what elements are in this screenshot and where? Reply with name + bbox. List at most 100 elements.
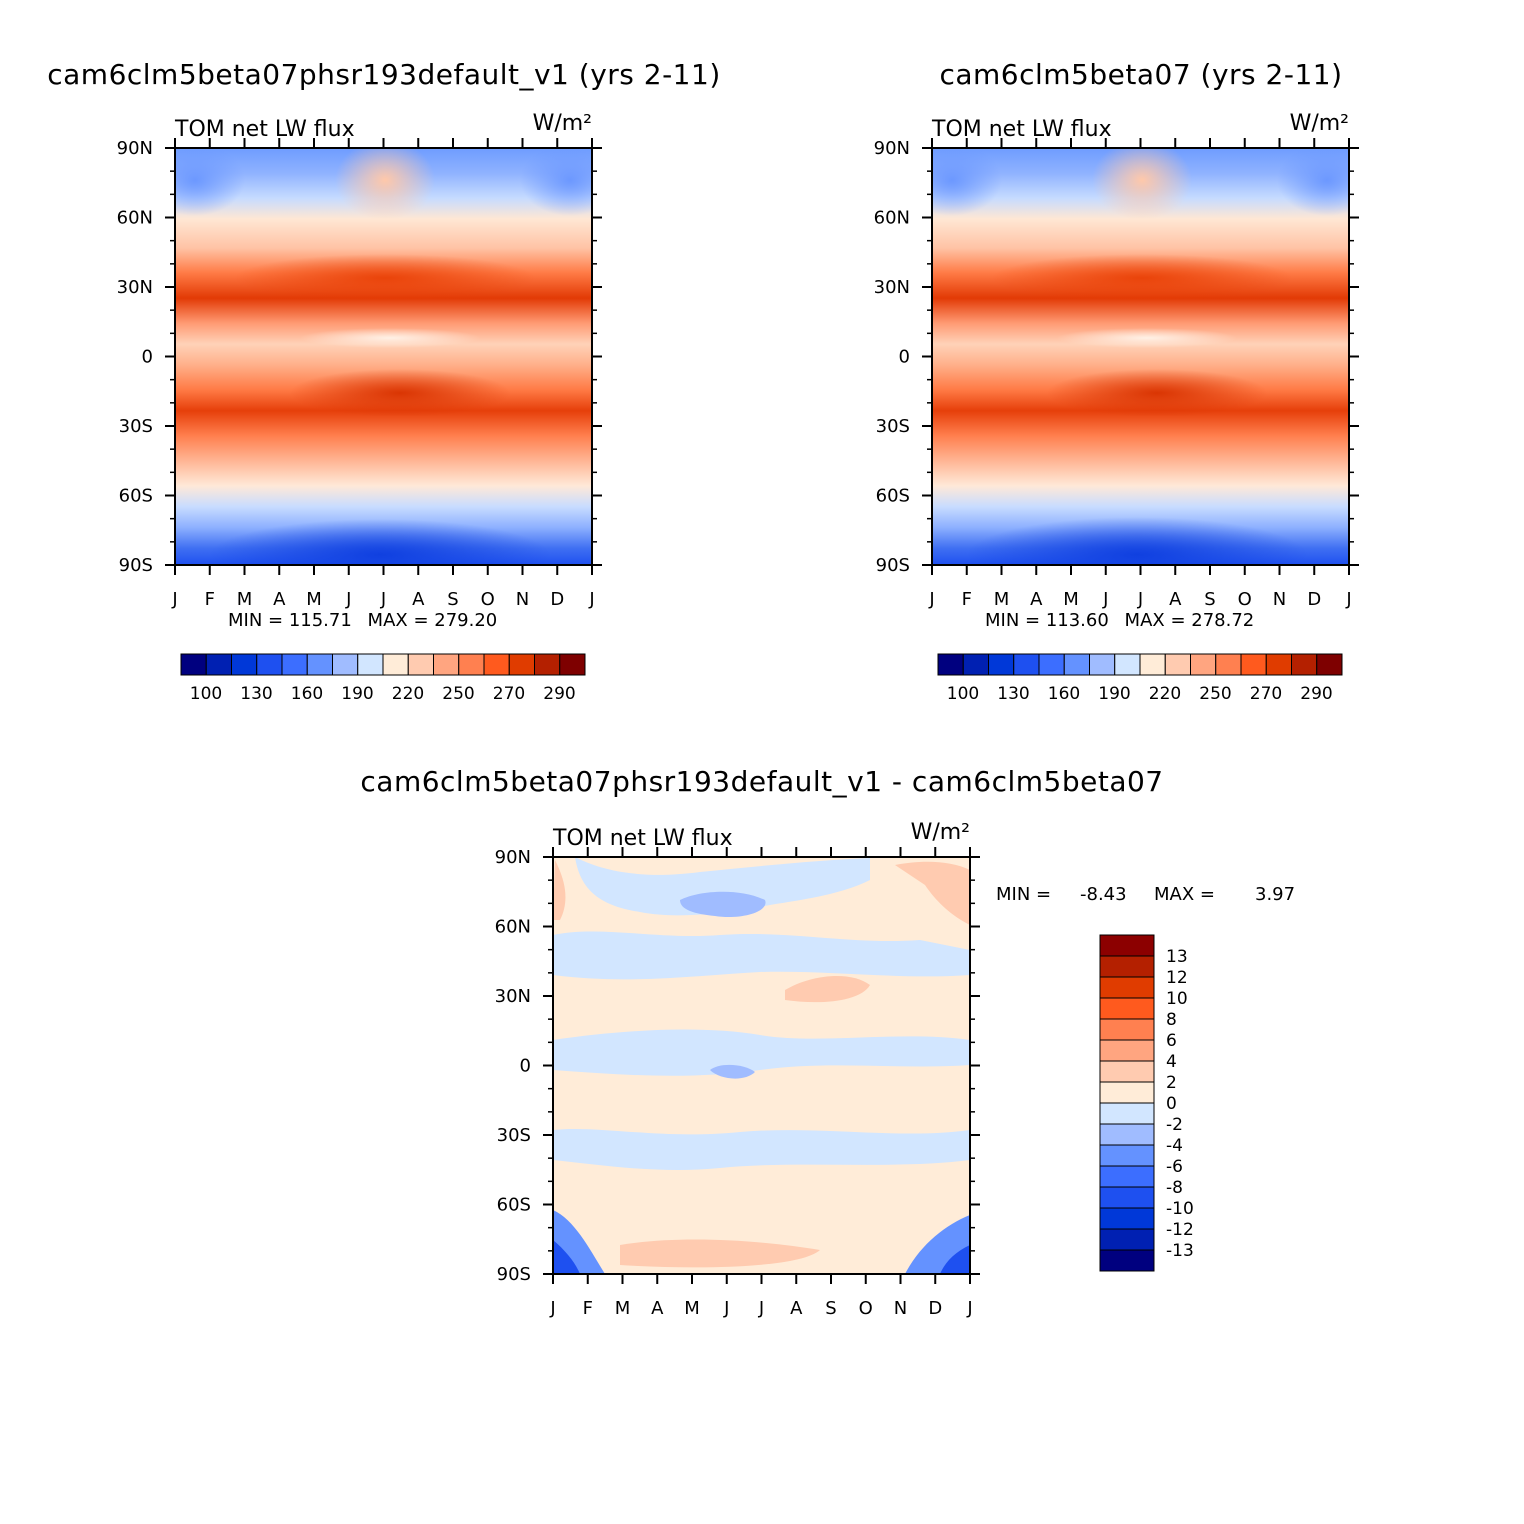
x-tick-label: D [928, 1298, 942, 1319]
colorbar-label: 12 [1166, 968, 1188, 988]
x-tick-label: J [1102, 589, 1108, 610]
x-tick-label: J [171, 589, 177, 610]
panel3-neg-patch [940, 1245, 970, 1274]
x-tick-label: J [1345, 589, 1351, 610]
colorbar-label: 250 [1199, 684, 1231, 704]
panel2-blue-nh-dec [1277, 148, 1349, 216]
colorbar-swatch [1063, 653, 1090, 676]
panel1-blue-nh-jan [175, 148, 245, 216]
y-tick-label: 60N [874, 208, 910, 229]
y-tick-label: 30S [876, 416, 910, 437]
colorbar-swatch [1038, 653, 1065, 676]
y-tick-label: 0 [899, 347, 910, 368]
colorbar-label: 130 [240, 684, 272, 704]
colorbar-label: 10 [1166, 989, 1188, 1009]
x-tick-label: J [380, 589, 386, 610]
panel1-plot: TOM net LW flux W/m² 90N 60N 30N 0 30S 60S 90S… [117, 111, 602, 704]
colorbar-label: 190 [341, 684, 373, 704]
x-tick-label: S [447, 589, 458, 610]
colorbar-swatch [256, 653, 283, 676]
colorbar-swatch [1099, 1123, 1155, 1146]
colorbar-swatch [1099, 934, 1155, 957]
y-tick-label: 0 [142, 347, 153, 368]
y-tick-label: 30N [117, 277, 153, 298]
panel2-min: MIN = 113.60 [985, 610, 1109, 631]
panel3-variable-label: TOM net LW flux [552, 826, 733, 851]
colorbar-swatch [357, 653, 384, 676]
colorbar-label: -2 [1166, 1115, 1183, 1135]
panel2-max: MAX = 278.72 [1125, 610, 1255, 631]
y-tick-label: 60N [495, 917, 531, 938]
panel3-neg-patch [680, 891, 766, 918]
colorbar-swatch [332, 653, 359, 676]
panel1-min: MIN = 115.71 [228, 610, 352, 631]
colorbar-label: 130 [997, 684, 1029, 704]
colorbar-swatch [1114, 653, 1141, 676]
colorbar-label: -12 [1166, 1220, 1194, 1240]
panel2-variable-label: TOM net LW flux [931, 117, 1112, 142]
panel3-neg-patch [575, 857, 870, 916]
colorbar-swatch [534, 653, 561, 676]
colorbar-label: 220 [1149, 684, 1181, 704]
y-tick-label: 90N [874, 138, 910, 159]
panel1-warm-summer [335, 148, 435, 220]
x-tick-label: J [758, 1298, 764, 1319]
x-tick-label: M [684, 1298, 700, 1319]
panel3-pos-patch [895, 861, 970, 925]
panel1-variable-label: TOM net LW flux [174, 117, 355, 142]
x-tick-label: A [412, 589, 425, 610]
colorbar-swatch [1316, 653, 1343, 676]
panel2-min-max: MIN = 113.60 MAX = 278.72 [985, 610, 1254, 631]
colorbar-swatch [1013, 653, 1040, 676]
panel2-hot-nh [992, 254, 1292, 302]
colorbar-swatch [1240, 653, 1267, 676]
panel1-blue-sh [210, 519, 550, 565]
y-tick-label: 60N [117, 208, 153, 229]
colorbar-swatch [1099, 1018, 1155, 1041]
panel1-cool-eq [300, 328, 480, 348]
panel1-blue-nh-dec [520, 148, 592, 216]
panel2-units-label: W/m² [1290, 111, 1349, 136]
x-tick-label: J [966, 1298, 972, 1319]
colorbar-swatch [1139, 653, 1166, 676]
panel3-min-value: -8.43 [1080, 884, 1127, 905]
y-tick-label: 90N [117, 138, 153, 159]
y-tick-label: 60S [876, 486, 910, 507]
colorbar-swatch [1265, 653, 1292, 676]
panel1-min-max: MIN = 115.71 MAX = 279.20 [228, 610, 497, 631]
colorbar-swatch [382, 653, 409, 676]
colorbar-label: -13 [1166, 1241, 1194, 1261]
panel3-neg-patch [553, 1029, 970, 1076]
colorbar-label: 160 [291, 684, 323, 704]
x-tick-label: A [1169, 589, 1182, 610]
colorbar-label: 270 [1250, 684, 1282, 704]
panel3-max-value: 3.97 [1255, 884, 1295, 905]
x-tick-label: J [1137, 589, 1143, 610]
x-tick-label: F [962, 589, 972, 610]
colorbar-swatch [1099, 1249, 1155, 1272]
panel3-pos-patch [620, 1239, 820, 1268]
colorbar-swatch [407, 653, 434, 676]
colorbar-swatch [1099, 1186, 1155, 1209]
colorbar-swatch [988, 653, 1015, 676]
panel3-y-axis: 90N 60N 30N 0 30S 60S 90S [495, 847, 980, 1285]
colorbar-swatch [508, 653, 535, 676]
panel3-neg-patch [553, 1128, 970, 1170]
colorbar-swatch [1215, 653, 1242, 676]
x-tick-label: A [651, 1298, 664, 1319]
colorbar-label: -8 [1166, 1178, 1183, 1198]
panel1-hot-nh [235, 254, 535, 302]
x-tick-label: S [825, 1298, 836, 1319]
y-tick-label: 90S [119, 555, 153, 576]
y-tick-label: 60S [119, 486, 153, 507]
colorbar-swatch [231, 653, 258, 676]
panel2-blue-nh-jan [932, 148, 1002, 216]
colorbar-label: -10 [1166, 1199, 1194, 1219]
colorbar-label: 250 [442, 684, 474, 704]
y-tick-label: 30S [119, 416, 153, 437]
x-tick-label: A [1030, 589, 1043, 610]
colorbar-swatch [1164, 653, 1191, 676]
